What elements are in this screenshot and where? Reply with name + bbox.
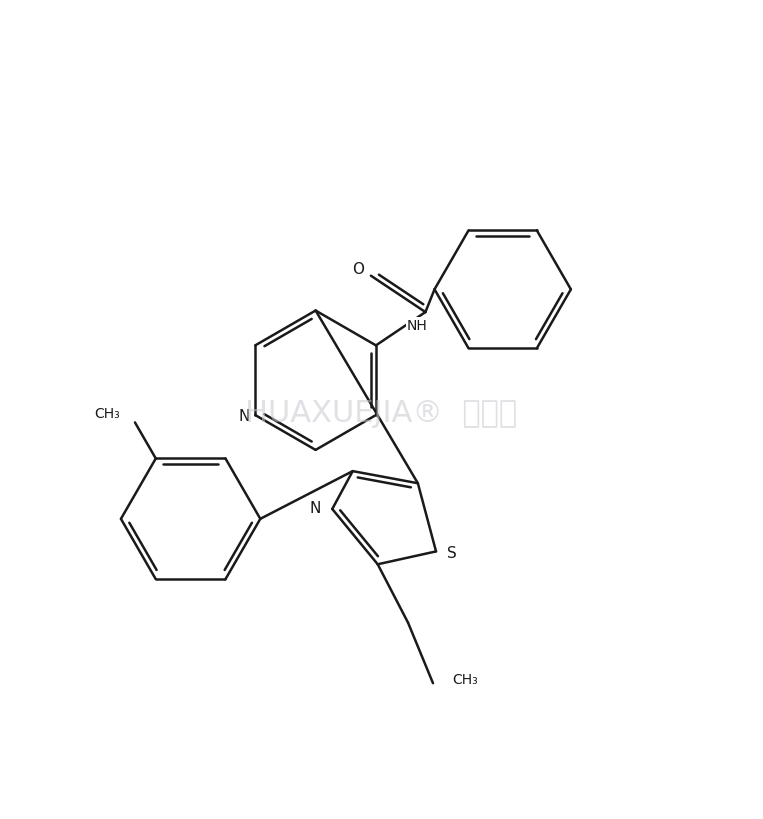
Text: N: N xyxy=(309,500,320,515)
Text: NH: NH xyxy=(407,319,428,333)
Text: CH₃: CH₃ xyxy=(94,407,120,421)
Text: N: N xyxy=(239,409,250,423)
Text: CH₃: CH₃ xyxy=(452,672,478,686)
Text: O: O xyxy=(352,261,364,276)
Text: HUAXUEJIA®  化学加: HUAXUEJIA® 化学加 xyxy=(246,399,517,428)
Text: S: S xyxy=(447,545,457,560)
